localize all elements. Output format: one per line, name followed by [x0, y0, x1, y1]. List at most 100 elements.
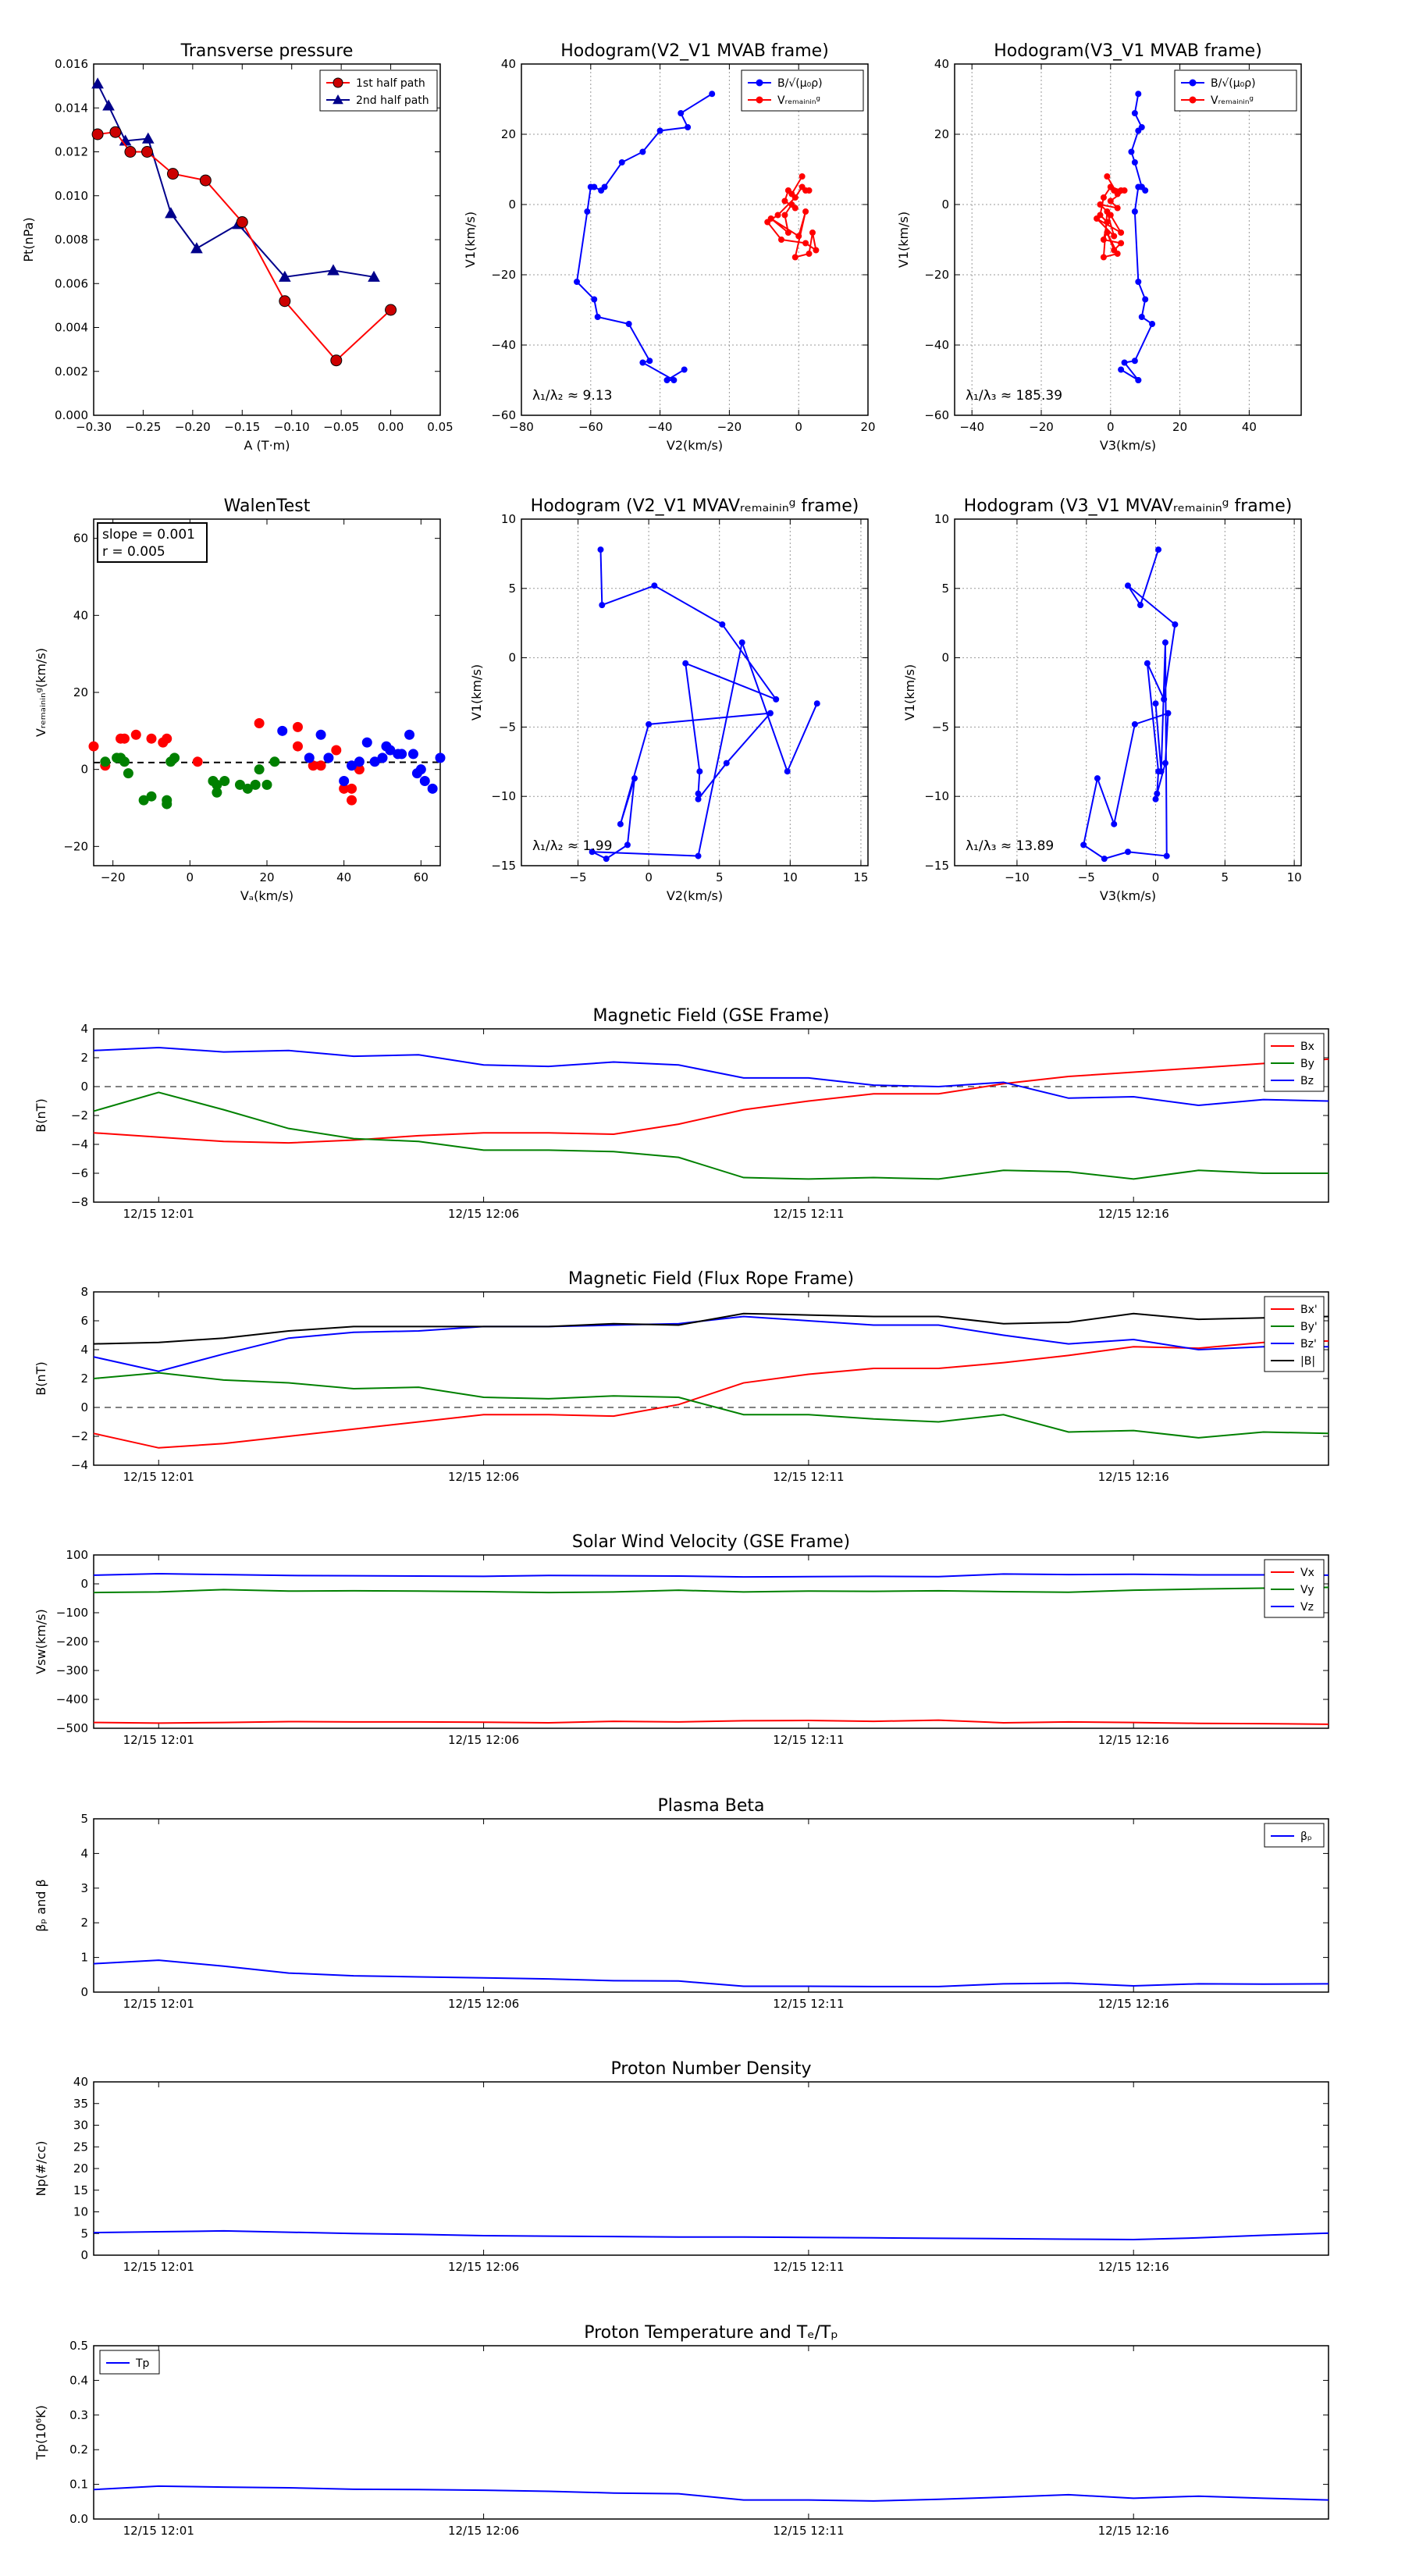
legend-label: βₚ — [1300, 1831, 1312, 1843]
y-tick-label: 20 — [501, 127, 516, 141]
y-tick-label: 0 — [80, 1985, 88, 1999]
series-v-marker — [767, 710, 774, 717]
y-tick-label: 0.3 — [69, 2408, 88, 2422]
x-axis-label: A (T·m) — [244, 438, 290, 453]
legend-label: 2nd half path — [356, 94, 429, 107]
y-axis-label: Tp(10⁶K) — [34, 2405, 48, 2460]
y-tick-label: 0.004 — [55, 321, 88, 335]
series-1st-half-marker — [236, 216, 248, 228]
series-line-3 — [93, 1312, 1329, 1345]
plot-frame — [521, 63, 869, 416]
y-axis-label: B(nT) — [34, 1361, 48, 1395]
mag_fr-legend: Bx' By' Bz' |B| — [1264, 1296, 1325, 1372]
series-line-0 — [93, 1959, 1329, 1987]
series-v-marker — [738, 639, 745, 646]
y-tick-label: −200 — [56, 1635, 88, 1649]
hodogram-v2-v1-mvab-legend: B/√(μ₀ρ) Vᵣₑₘₐᵢₙᵢₙᵍ — [741, 69, 864, 112]
x-axis-label: V2(km/s) — [667, 438, 723, 453]
y-axis-label: βₚ and β — [34, 1879, 48, 1932]
series-b-marker — [1121, 359, 1128, 366]
y-tick-label: −400 — [56, 1692, 88, 1706]
series-v-marker — [1152, 700, 1159, 707]
legend-marker — [756, 96, 763, 104]
x-tick-label: 0 — [645, 870, 653, 884]
x-tick-label: 10 — [783, 870, 798, 884]
legend-marker — [333, 94, 343, 105]
x-tick-label: 12/15 12:06 — [448, 1207, 519, 1221]
x-tick-label: −5 — [1078, 870, 1095, 884]
x-tick-label: −20 — [717, 420, 742, 434]
series-b-marker — [639, 148, 646, 155]
y-tick-label: 0.010 — [55, 189, 88, 203]
series-v-marker — [696, 768, 703, 775]
legend-label: Vᵣₑₘₐᵢₙᵢₙᵍ — [777, 94, 820, 107]
chart-title: Plasma Beta — [658, 1796, 765, 1816]
y-tick-label: 2 — [80, 1051, 88, 1065]
scatter-point-blue — [377, 753, 388, 763]
y-tick-label: 2 — [80, 1916, 88, 1930]
x-tick-label: 60 — [414, 870, 429, 884]
y-tick-label: 6 — [80, 1314, 88, 1328]
x-tick-label: −20 — [1029, 420, 1054, 434]
series-b-marker — [594, 314, 601, 320]
legend-marker — [1189, 96, 1197, 104]
x-tick-label: −40 — [959, 420, 984, 434]
scatter-point-blue — [323, 753, 334, 763]
y-tick-label: 0 — [508, 197, 516, 212]
series-line-0 — [93, 1058, 1329, 1144]
series-v-marker — [1104, 229, 1111, 236]
x-tick-label: 0.00 — [378, 420, 404, 434]
series-b-marker — [1131, 110, 1138, 116]
series-v-line — [592, 550, 818, 860]
scatter-point-red — [88, 741, 99, 752]
x-tick-label: −0.10 — [274, 420, 310, 434]
x-tick-label: −0.30 — [76, 420, 112, 434]
x-tick-label: 40 — [1242, 420, 1257, 434]
y-tick-label: −20 — [924, 268, 949, 282]
scatter-point-red — [292, 741, 303, 752]
x-axis-label: Vₐ(km/s) — [240, 888, 293, 903]
series-2nd-half-marker — [327, 264, 340, 276]
legend-marker — [333, 77, 343, 88]
legend-box — [319, 69, 438, 112]
x-tick-label: 12/15 12:01 — [123, 1997, 194, 2011]
y-tick-label: 100 — [66, 1548, 88, 1562]
x-tick-label: 12/15 12:01 — [123, 1207, 194, 1221]
y-axis-label: Vsw(km/s) — [34, 1609, 48, 1674]
series-b-marker — [1135, 377, 1142, 383]
y-tick-label: −4 — [71, 1137, 88, 1151]
y-tick-label: −300 — [56, 1663, 88, 1678]
eigenvalue-ratio: λ₁/λ₃ ≈ 185.39 — [966, 388, 1062, 404]
series-v-marker — [1100, 237, 1107, 243]
y-tick-label: −40 — [491, 338, 516, 352]
series-v-marker — [624, 841, 631, 849]
x-tick-label: 12/15 12:16 — [1098, 2260, 1169, 2274]
y-tick-label: 0.2 — [69, 2443, 88, 2457]
series-v-marker — [1111, 820, 1118, 827]
legend-label: Bx — [1300, 1041, 1314, 1053]
series-v-marker — [1125, 582, 1131, 589]
scatter-point-green — [119, 756, 130, 767]
x-tick-label: 5 — [1222, 870, 1229, 884]
legend-box — [741, 69, 864, 112]
hodogram-v3-v1-mvab-legend: B/√(μ₀ρ) Vᵣₑₘₐᵢₙᵢₙᵍ — [1174, 69, 1297, 112]
series-v-marker — [791, 254, 799, 261]
fit-stats-box — [97, 522, 208, 563]
hodogram-v2-v1-mvab: −80 −60 −40 −20 0 20−60−40−2002040Hodogram(V2… — [463, 41, 876, 453]
series-v-marker — [809, 229, 816, 236]
y-tick-label: −8 — [71, 1195, 88, 1209]
walen-test-chart: −20 0 20 40 60 −20 0 20 40 60 WalenTest Vₐ(km/s) Vᵣₑ… — [34, 496, 446, 903]
y-tick-label: −20 — [491, 268, 516, 282]
y-axis-label: Np(#/cc) — [34, 2141, 48, 2197]
scatter-point-blue — [397, 749, 407, 760]
series-1st-half-line — [97, 131, 392, 362]
series-line-0 — [93, 1340, 1329, 1449]
y-tick-label: −4 — [71, 1458, 88, 1472]
y-tick-label: 1 — [80, 1951, 88, 1965]
series-v-marker — [1152, 795, 1159, 802]
x-tick-label: 12/15 12:06 — [448, 1733, 519, 1747]
series-v-marker — [1125, 849, 1131, 856]
x-tick-label: 12/15 12:11 — [773, 2524, 844, 2538]
series-v-marker — [1104, 219, 1111, 226]
